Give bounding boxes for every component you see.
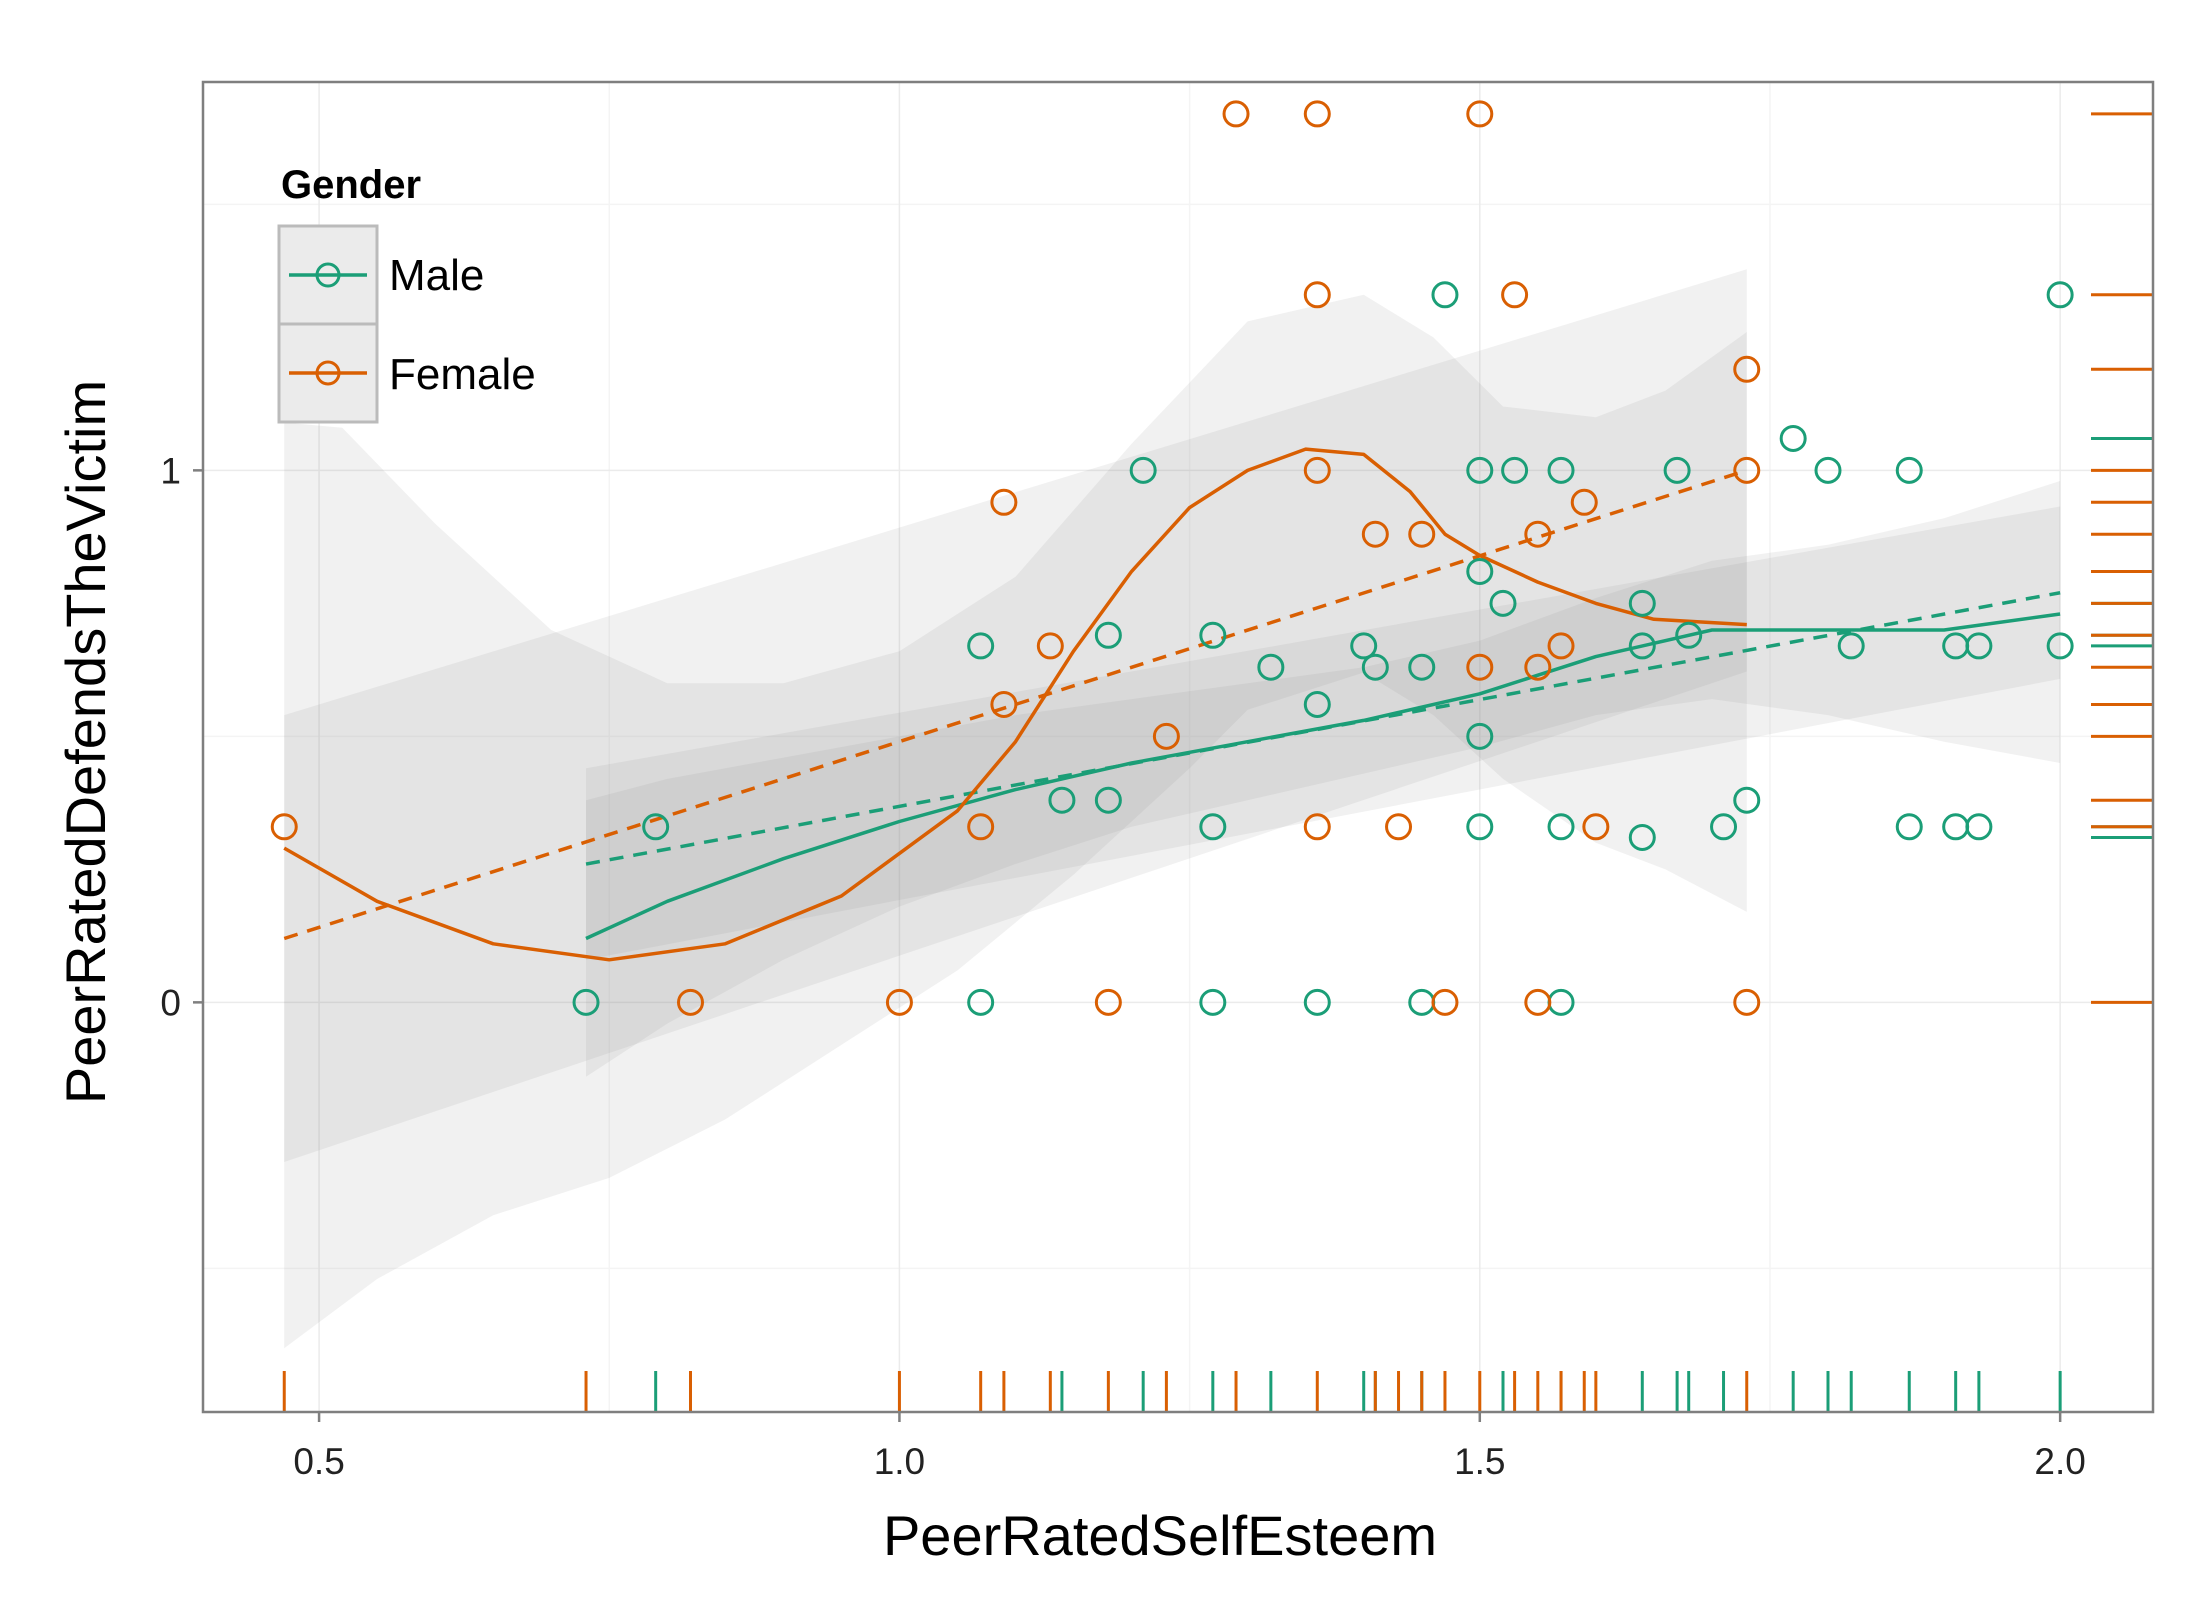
data-point-male bbox=[572, 988, 600, 1016]
data-point-male bbox=[1466, 722, 1494, 750]
data-point-male bbox=[1814, 456, 1842, 484]
data-point-male bbox=[1094, 786, 1122, 814]
data-point-female bbox=[1361, 520, 1389, 548]
data-point-female bbox=[990, 488, 1018, 516]
data-point-male bbox=[1489, 589, 1517, 617]
data-point-male bbox=[1628, 589, 1656, 617]
data-point-male bbox=[1895, 813, 1923, 841]
data-point-male bbox=[1199, 621, 1227, 649]
data-point-male bbox=[1408, 653, 1436, 681]
data-point-male bbox=[1895, 456, 1923, 484]
data-point-female bbox=[885, 988, 913, 1016]
data-point-female bbox=[1733, 988, 1761, 1016]
data-point-male bbox=[1965, 813, 1993, 841]
y-tick-label: 0 bbox=[160, 982, 181, 1023]
confidence-band-male bbox=[586, 481, 2061, 1077]
data-point-female bbox=[1408, 520, 1436, 548]
data-point-male bbox=[1710, 813, 1738, 841]
legend-title: Gender bbox=[281, 163, 421, 207]
x-tick-label: 2.0 bbox=[2034, 1441, 2085, 1482]
y-axis-title: PeerRatedDefendsTheVictim bbox=[54, 380, 117, 1104]
linear-fit-band-female bbox=[284, 269, 1747, 1162]
data-point-male bbox=[1628, 823, 1656, 851]
data-point-female bbox=[1547, 632, 1575, 660]
legend-label-female: Female bbox=[389, 350, 536, 399]
data-point-female bbox=[1466, 653, 1494, 681]
plot-background bbox=[203, 82, 2153, 1412]
data-point-male bbox=[1094, 621, 1122, 649]
data-point-female bbox=[1733, 456, 1761, 484]
data-point-male bbox=[1361, 653, 1389, 681]
data-point-male bbox=[1199, 813, 1227, 841]
smooth-line-female bbox=[283, 447, 1747, 962]
legend-symbols bbox=[289, 262, 367, 386]
x-tick-label: 1.5 bbox=[1454, 1441, 1505, 1482]
data-point-male bbox=[2046, 281, 2074, 309]
data-point-male bbox=[1303, 988, 1331, 1016]
data-point-male bbox=[1501, 456, 1529, 484]
data-point-female bbox=[990, 690, 1018, 718]
data-point-female bbox=[1733, 355, 1761, 383]
data-point-female bbox=[677, 988, 704, 1016]
data-point-female bbox=[1303, 281, 1331, 309]
data-point-male bbox=[1129, 456, 1157, 484]
x-tick-label: 1.0 bbox=[874, 1441, 925, 1482]
legend-label-male: Male bbox=[389, 251, 484, 300]
data-point-female bbox=[1570, 488, 1598, 516]
data-point-male bbox=[1837, 632, 1865, 660]
data-point-male bbox=[1199, 988, 1227, 1016]
data-point-female bbox=[1466, 100, 1494, 128]
data-point-male bbox=[642, 813, 670, 841]
data-point-male bbox=[1257, 653, 1285, 681]
data-point-female bbox=[1303, 100, 1331, 128]
data-point-female bbox=[1094, 988, 1122, 1016]
x-tick-label: 0.5 bbox=[293, 1441, 344, 1482]
data-point-male bbox=[2046, 632, 2074, 660]
data-point-female bbox=[1385, 813, 1413, 841]
data-point-female bbox=[1524, 653, 1552, 681]
data-point-male bbox=[1350, 632, 1378, 660]
data-point-male bbox=[1466, 456, 1494, 484]
x-axis: 0.5 1.0 1.5 2.0 bbox=[293, 1412, 2086, 1482]
data-point-male bbox=[1431, 281, 1459, 309]
legend-point-female bbox=[315, 360, 341, 386]
legend-point-male bbox=[315, 262, 341, 288]
y-axis: 01 bbox=[160, 450, 203, 1023]
data-point-female bbox=[1036, 632, 1064, 660]
plot-border bbox=[201, 80, 2155, 1414]
data-point-female bbox=[1582, 813, 1610, 841]
data-point-male bbox=[1547, 813, 1575, 841]
data-point-female bbox=[967, 813, 995, 841]
data-point-female bbox=[1222, 100, 1250, 128]
data-point-female bbox=[1303, 813, 1331, 841]
x-axis-title: PeerRatedSelfEsteem bbox=[883, 1504, 1437, 1567]
data-point-female bbox=[1152, 722, 1180, 750]
data-point-male bbox=[1466, 813, 1494, 841]
data-point-female bbox=[1524, 520, 1552, 548]
y-tick-label: 1 bbox=[160, 450, 181, 491]
plot-area bbox=[203, 82, 2153, 1412]
data-point-female bbox=[270, 813, 298, 841]
data-point-female bbox=[1431, 988, 1459, 1016]
data-point-male bbox=[1547, 456, 1575, 484]
data-point-female bbox=[1501, 281, 1529, 309]
data-point-male bbox=[1779, 424, 1807, 452]
smooth-line-male bbox=[585, 612, 2061, 941]
data-point-male bbox=[1303, 690, 1331, 718]
confidence-band-female bbox=[284, 294, 1747, 1349]
linear-fit-line-female bbox=[283, 468, 1748, 941]
data-point-male bbox=[967, 632, 995, 660]
data-point-female bbox=[1524, 988, 1552, 1016]
data-point-male bbox=[1675, 621, 1703, 649]
data-point-male bbox=[1466, 557, 1494, 585]
data-point-male bbox=[1663, 456, 1691, 484]
data-point-male bbox=[1048, 786, 1076, 814]
data-point-female bbox=[1303, 456, 1331, 484]
data-point-male bbox=[1965, 632, 1993, 660]
data-point-male bbox=[1628, 632, 1656, 660]
legend: Gender Male Female bbox=[277, 163, 536, 424]
data-point-male bbox=[967, 988, 995, 1016]
data-point-male bbox=[1733, 786, 1761, 814]
